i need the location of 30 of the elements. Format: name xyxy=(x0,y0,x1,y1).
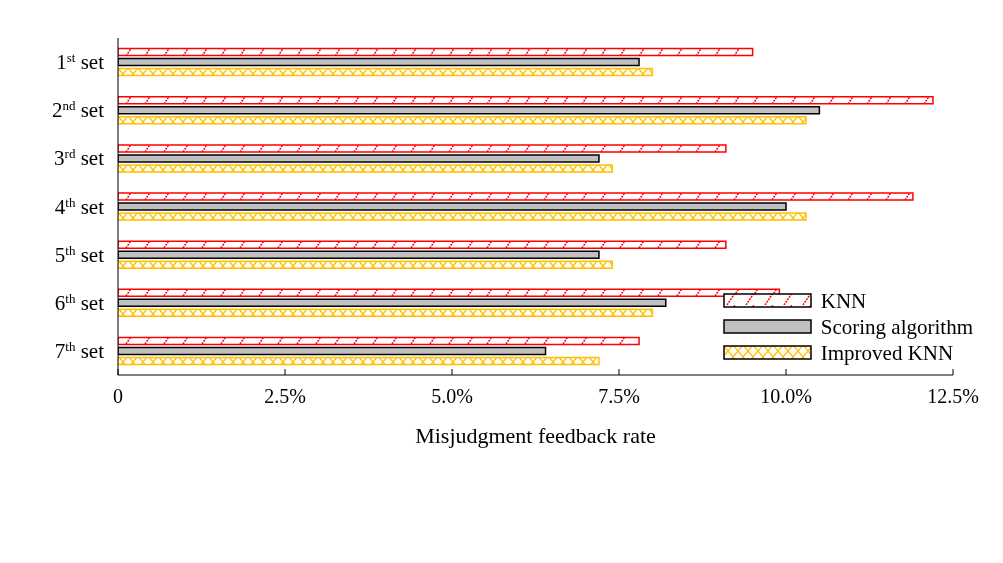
bar xyxy=(118,67,654,77)
bar xyxy=(118,192,914,201)
y-tick-label: 7$^{th}$ set xyxy=(54,338,105,363)
bar xyxy=(118,240,727,249)
bar xyxy=(118,356,600,366)
y-tick-label: 2$^{nd}$ set xyxy=(51,97,105,123)
y-tick-label: 6$^{th}$ set xyxy=(54,290,105,315)
x-tick-label: 7.5% xyxy=(598,385,640,408)
bar xyxy=(118,212,807,221)
y-tick-label: 1$^{st}$ set xyxy=(56,49,105,75)
bar xyxy=(118,95,934,105)
y-tick-label: 3$^{rd}$ set xyxy=(54,145,105,171)
y-tick-label: 5$^{th}$ set xyxy=(54,242,105,267)
y-tick-label: 4$^{th}$ set xyxy=(54,194,105,219)
bar xyxy=(118,336,640,346)
bar xyxy=(118,260,614,269)
x-axis-title: Misjudgment feedback rate xyxy=(415,423,656,448)
legend-label: KNN xyxy=(820,288,867,314)
legend-label: Improved KNN xyxy=(820,340,954,366)
x-tick-label: 0 xyxy=(113,385,123,408)
bar xyxy=(118,144,727,153)
bar xyxy=(118,164,614,173)
x-tick-label: 2.5% xyxy=(264,385,306,408)
bar xyxy=(118,47,754,57)
x-tick-label: 10.0% xyxy=(760,385,812,408)
x-tick-label: 5.0% xyxy=(431,385,473,408)
bar xyxy=(118,308,654,318)
x-tick-label: 12.5% xyxy=(927,385,979,408)
legend-label: Scoring algorithm xyxy=(820,314,973,340)
bar xyxy=(118,115,807,125)
